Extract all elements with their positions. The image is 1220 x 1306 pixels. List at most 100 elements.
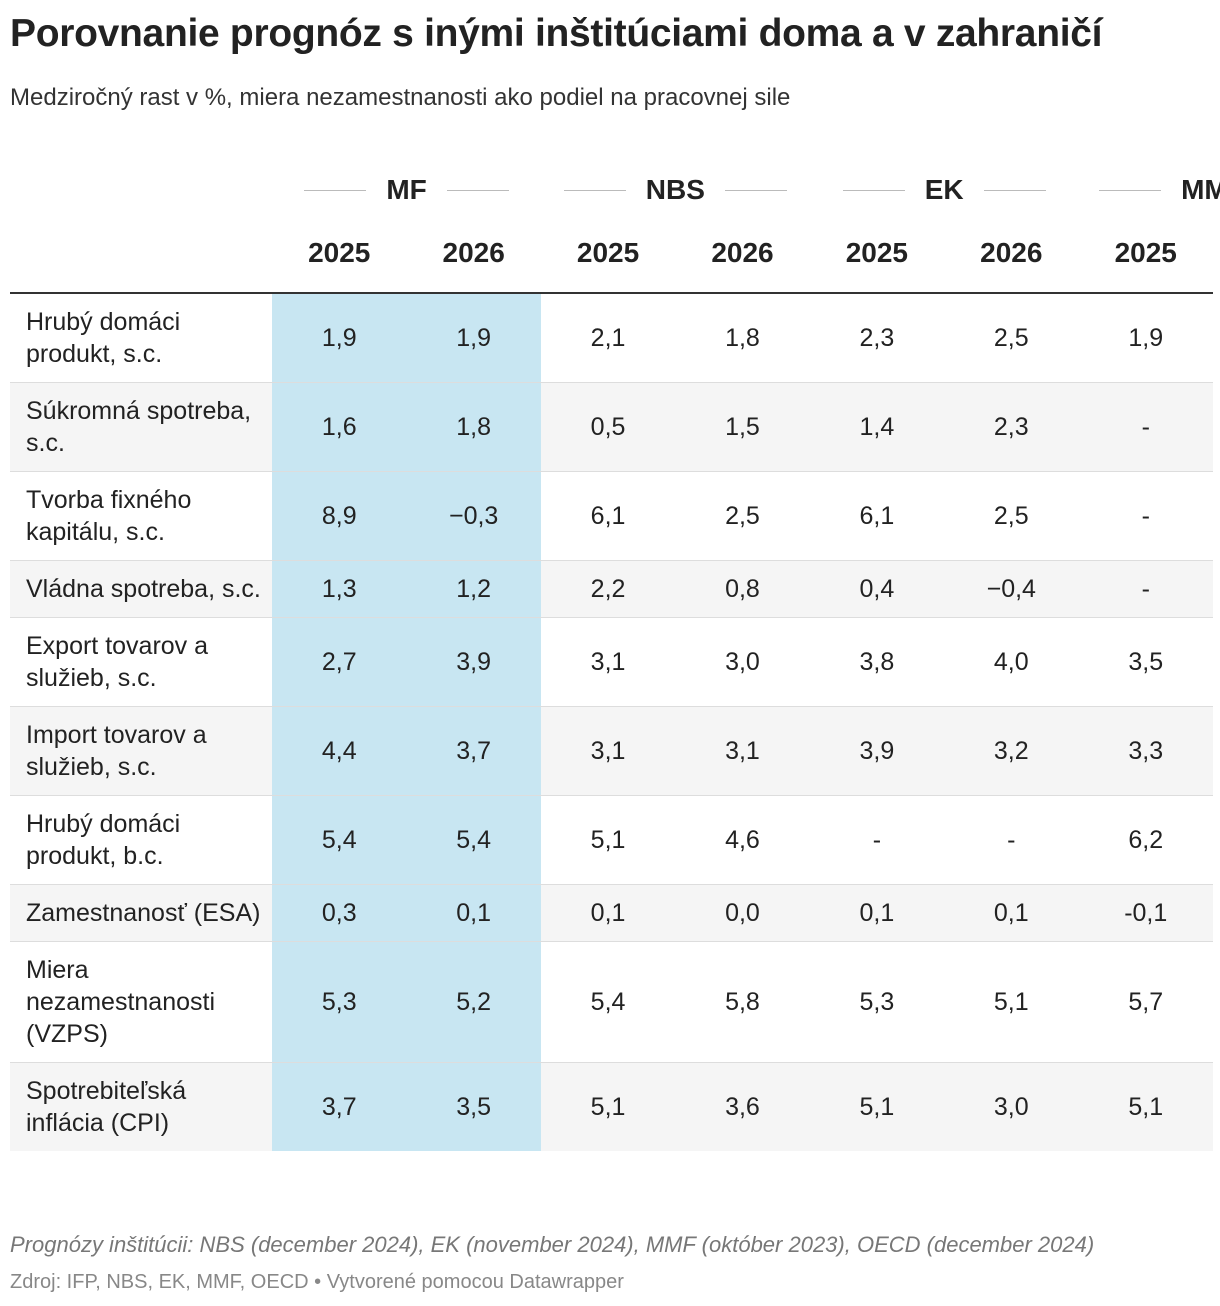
cell-value: 1,2	[406, 560, 541, 618]
row-label: Export tovarov a služieb, s.c.	[10, 617, 273, 707]
cell-value: 2,5	[675, 471, 810, 561]
cell-value: 0,8	[675, 560, 810, 618]
row-label: Tvorba fixného kapitálu, s.c.	[10, 471, 273, 561]
table-row: Hrubý domáci produkt, b.c. 5,4 5,4 5,1 4,6- -…	[10, 795, 1213, 885]
year-header: 2025	[809, 218, 945, 294]
cell-value: 2,3	[809, 293, 945, 383]
row-label: Import tovarov a služieb, s.c.	[10, 706, 273, 796]
group-label: NBS	[645, 174, 705, 205]
cell-value: 5,4	[540, 941, 676, 1063]
group-header-inner: EK	[810, 174, 1079, 206]
table: MFNBSEKMMF2025202620252026202520262025 H…	[10, 160, 1220, 1151]
cell-value: 5,3	[272, 941, 407, 1063]
cell-value: 2,2	[540, 560, 676, 618]
header-spacer	[10, 160, 272, 218]
cell-value: 2,7	[272, 617, 407, 707]
cell-value: 1,4	[809, 382, 945, 472]
group-rule	[563, 189, 626, 191]
cell-value: 1,9	[406, 293, 541, 383]
group-header-inner: MF	[272, 174, 541, 206]
group-header: EK	[810, 160, 1079, 218]
table-row: Súkromná spotreba, s.c. 1,6 1,8 0,5 1,5 1,4 2,…	[10, 382, 1213, 472]
row-label: Súkromná spotreba, s.c.	[10, 382, 273, 472]
cell-value: 1,5	[675, 382, 810, 472]
year-header: 2026	[944, 218, 1079, 294]
cell-value: −0,3	[406, 471, 541, 561]
group-rule	[1099, 189, 1162, 191]
year-header: 2025	[272, 218, 407, 294]
cell-value: 3,9	[809, 706, 945, 796]
cell-value: 3,7	[406, 706, 541, 796]
cell-value: 3,0	[675, 617, 810, 707]
group-label: MMF	[1181, 174, 1220, 205]
cell-value: 5,1	[809, 1062, 945, 1151]
cell-value: 0,3	[272, 884, 407, 942]
cell-value: 6,1	[809, 471, 945, 561]
cell-value: 1,9	[272, 293, 407, 383]
cell-value: 0,1	[406, 884, 541, 942]
cell-value: 1,8	[675, 293, 810, 383]
group-header: MF	[272, 160, 541, 218]
group-label: MF	[386, 174, 427, 205]
table-row: Spotrebiteľská inflácia (CPI) 3,7 3,5 5,1 3,…	[10, 1062, 1213, 1151]
cell-value: 1,6	[272, 382, 407, 472]
cell-value: 3,5	[406, 1062, 541, 1151]
cell-value: 0,1	[540, 884, 676, 942]
table-row: Export tovarov a služieb, s.c. 2,7 3,9 3,1 3…	[10, 617, 1213, 707]
cell-value: 0,1	[944, 884, 1079, 942]
year-header: 2025	[540, 218, 676, 294]
cell-value: −0,4	[944, 560, 1079, 618]
year-header: 2026	[675, 218, 810, 294]
cell-value: 5,3	[809, 941, 945, 1063]
cell-value: 0,0	[675, 884, 810, 942]
cell-value: 3,7	[272, 1062, 407, 1151]
year-header: 2026	[406, 218, 541, 294]
cell-value: 3,1	[540, 706, 676, 796]
cell-value: 1,3	[272, 560, 407, 618]
cell-value: 6,1	[540, 471, 676, 561]
cell-value: 0,1	[809, 884, 945, 942]
cell-value: 5,8	[675, 941, 810, 1063]
cell-value: 3,3	[1078, 706, 1213, 796]
group-header-inner: NBS	[541, 174, 810, 206]
cell-value: 5,1	[1078, 1062, 1213, 1151]
group-header-inner: MMF	[1078, 174, 1220, 206]
cell-value: 3,1	[540, 617, 676, 707]
cell-value: -0,1	[1078, 884, 1213, 942]
cell-value: 3,9	[406, 617, 541, 707]
cell-value: 5,4	[272, 795, 407, 885]
cell-value: 1,9	[1078, 293, 1213, 383]
table-row: Import tovarov a služieb, s.c. 4,4 3,7 3,1 3…	[10, 706, 1213, 796]
cell-value: 5,7	[1078, 941, 1213, 1063]
group-rule	[842, 189, 905, 191]
group-header: MMF	[1078, 160, 1220, 218]
row-label: Zamestnanosť (ESA)	[10, 884, 273, 942]
table-row: Hrubý domáci produkt, s.c. 1,9 1,9 2,1 1,8 2,…	[10, 293, 1213, 383]
row-label: Spotrebiteľská inflácia (CPI)	[10, 1062, 273, 1151]
subtitle: Medziročný rast v %, miera nezamestnanos…	[10, 84, 791, 111]
cell-value: 0,4	[809, 560, 945, 618]
group-header: NBS	[541, 160, 810, 218]
cell-value: 3,6	[675, 1062, 810, 1151]
title: Porovnanie prognóz s inými inštitúciami …	[10, 12, 1103, 55]
cell-value: 3,0	[944, 1062, 1079, 1151]
table-wrapper: MFNBSEKMMF2025202620252026202520262025 H…	[10, 160, 1220, 1151]
cell-value: 2,5	[944, 471, 1079, 561]
row-label: Miera nezamestnanosti (VZPS)	[10, 941, 273, 1063]
row-label: Hrubý domáci produkt, b.c.	[10, 795, 273, 885]
group-rule	[983, 189, 1046, 191]
cell-value: 1,8	[406, 382, 541, 472]
cell-value: 5,1	[540, 795, 676, 885]
cell-value: -	[1078, 560, 1213, 618]
cell-value: -	[944, 795, 1079, 885]
source: Zdroj: IFP, NBS, EK, MMF, OECD • Vytvore…	[10, 1271, 624, 1293]
table-row: Zamestnanosť (ESA) 0,3 0,1 0,1 0,0 0,1 0,1 -0,1	[10, 884, 1213, 942]
cell-value: 5,2	[406, 941, 541, 1063]
cell-value: 3,8	[809, 617, 945, 707]
cell-value: -	[809, 795, 945, 885]
cell-value: 2,3	[944, 382, 1079, 472]
cell-value: 4,6	[675, 795, 810, 885]
row-label: Hrubý domáci produkt, s.c.	[10, 293, 273, 383]
header-spacer	[10, 218, 273, 294]
